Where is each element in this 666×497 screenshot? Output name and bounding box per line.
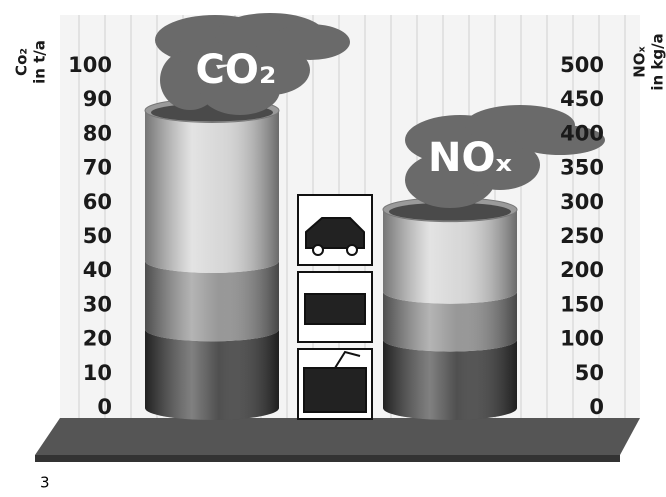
cylinder bbox=[145, 98, 279, 420]
y-tick-label: 20 bbox=[83, 327, 112, 351]
y2-tick-label: 250 bbox=[560, 224, 604, 248]
y-tick-label: 10 bbox=[83, 361, 112, 385]
cylinder-shading bbox=[145, 110, 279, 272]
category-label: CO₂ bbox=[196, 47, 277, 93]
y-tick-label: 100 bbox=[68, 53, 112, 77]
y2-tick-label: 350 bbox=[560, 156, 604, 180]
y2-tick-label: 500 bbox=[560, 53, 604, 77]
y-tick-label: 40 bbox=[83, 258, 112, 282]
y-tick-label: 0 bbox=[97, 395, 112, 419]
y-tick-label: 60 bbox=[83, 190, 112, 214]
y2-tick-label: 450 bbox=[560, 87, 604, 111]
y-axis-label: in t/a bbox=[31, 40, 49, 84]
cylinder-shading bbox=[145, 261, 279, 341]
y-tick-label: 50 bbox=[83, 224, 112, 248]
y2-axis-label: NOₓ bbox=[631, 45, 649, 77]
icons bbox=[298, 195, 372, 419]
cylinder bbox=[383, 198, 517, 420]
y-tick-label: 30 bbox=[83, 292, 112, 316]
y-tick-label: 70 bbox=[83, 156, 112, 180]
base-edge bbox=[35, 455, 620, 462]
y2-tick-label: 200 bbox=[560, 258, 604, 282]
y2-tick-label: 300 bbox=[560, 190, 604, 214]
chart: Co₂ in t/a NOₓ in kg/a 3 0 10 20 30 40 50 60 70… bbox=[0, 0, 666, 497]
y2-axis-label: in kg/a bbox=[649, 33, 666, 90]
caption: 3 bbox=[40, 474, 50, 492]
y2-tick-label: 50 bbox=[575, 361, 604, 385]
cylinder-shading bbox=[383, 340, 517, 420]
y-tick-label: 90 bbox=[83, 87, 112, 111]
y-axis-label: Co₂ bbox=[13, 48, 31, 76]
base-plate bbox=[35, 418, 640, 455]
cylinder-shading bbox=[145, 329, 279, 420]
cylinder-shading bbox=[383, 210, 517, 304]
y2-tick-label: 100 bbox=[560, 327, 604, 351]
y2-tick-label: 0 bbox=[589, 395, 604, 419]
y-tick-label: 80 bbox=[83, 121, 112, 145]
y2-tick-label: 400 bbox=[560, 121, 604, 145]
y2-tick-label: 150 bbox=[560, 292, 604, 316]
category-label: NOₓ bbox=[428, 135, 512, 181]
